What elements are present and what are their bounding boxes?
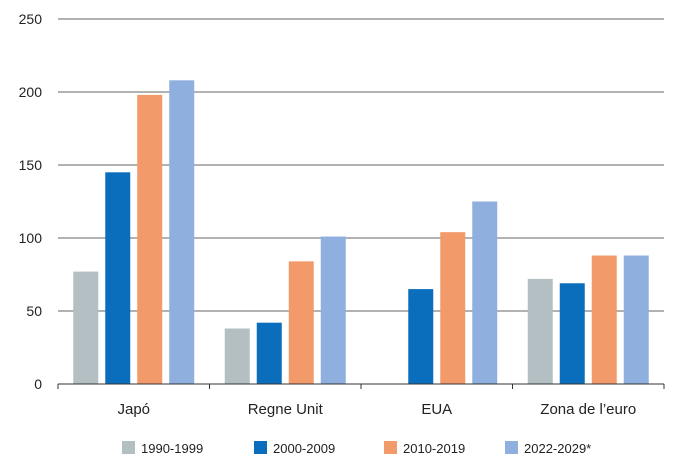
y-tick-label: 50 (26, 303, 42, 319)
y-tick-label: 150 (19, 157, 43, 173)
bar-3-2 (408, 289, 434, 384)
category-label: Regne Unit (248, 401, 324, 418)
bar-1-3 (137, 94, 163, 385)
bar-2-3 (288, 261, 314, 384)
legend-swatch (384, 441, 397, 454)
bar-2-2 (256, 322, 282, 384)
legend-label: 2000-2009 (273, 441, 335, 456)
bar-4-4 (623, 255, 649, 384)
bar-3-3 (440, 232, 466, 384)
y-tick-label: 200 (19, 84, 43, 100)
bar-4-1 (527, 278, 553, 384)
legend-swatch (254, 441, 267, 454)
legend-swatch (122, 441, 135, 454)
category-label: Japó (117, 401, 150, 418)
legend-swatch (505, 441, 518, 454)
category-labels: Japó Regne Unit EUA Zona de l’euro (117, 401, 636, 418)
bar-2-4 (320, 236, 346, 384)
category-label: Zona de l’euro (540, 401, 636, 418)
legend-label: 1990-1999 (141, 441, 203, 456)
y-tick-label: 0 (34, 376, 42, 392)
legend-label: 2010-2019 (403, 441, 465, 456)
category-label: EUA (421, 401, 452, 418)
y-tick-label: 250 (19, 11, 43, 27)
bar-4-2 (559, 283, 585, 384)
bar-1-1 (73, 271, 99, 384)
bar-2-1 (224, 328, 250, 384)
x-axis (57, 383, 665, 389)
y-axis-tick-labels: 0 50 100 150 200 250 (19, 11, 43, 392)
bar-1-2 (105, 172, 131, 384)
bar-3-4 (472, 201, 498, 384)
bars (73, 80, 649, 385)
bar-4-3 (591, 255, 617, 384)
legend: 1990-1999 2000-2009 2010-2019 2022-2029* (122, 441, 591, 456)
legend-label: 2022-2029* (524, 441, 591, 456)
bar-1-4 (169, 80, 195, 384)
y-tick-label: 100 (19, 230, 43, 246)
